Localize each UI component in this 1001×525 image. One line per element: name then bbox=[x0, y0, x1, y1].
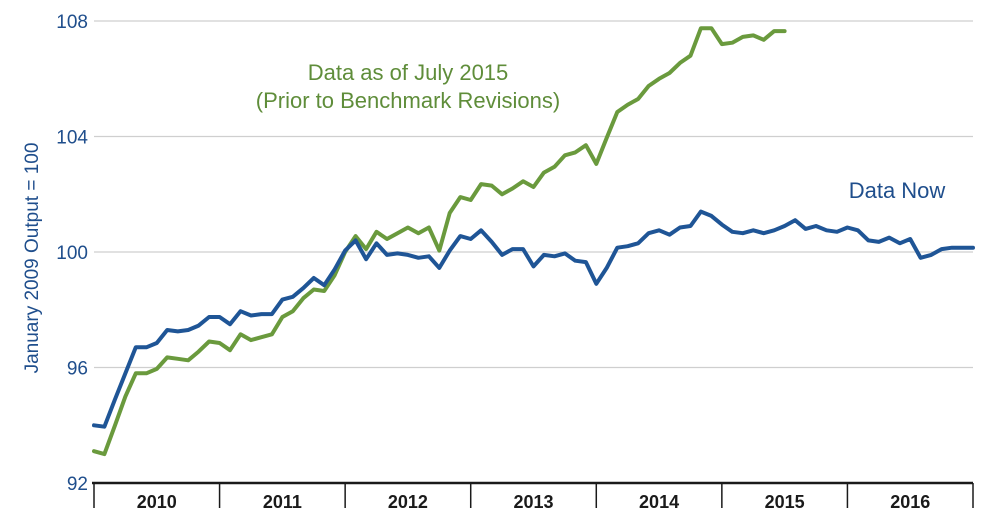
y-tick-label: 96 bbox=[67, 359, 88, 380]
series-lines bbox=[92, 26, 975, 457]
y-axis-tick-labels: 92 96 100 104 108 bbox=[56, 12, 88, 495]
x-tick-label: 2013 bbox=[513, 492, 553, 512]
x-tick-label: 2015 bbox=[765, 492, 805, 512]
y-tick-label: 104 bbox=[56, 128, 88, 149]
x-tick-label: 2016 bbox=[890, 492, 930, 512]
x-tick-label: 2011 bbox=[263, 492, 302, 512]
gridlines bbox=[94, 20, 973, 369]
y-axis-label: January 2009 Output = 100 bbox=[22, 143, 43, 374]
annotation-data-now: Data Now bbox=[849, 178, 946, 203]
annotation-july-2015-line-2: (Prior to Benchmark Revisions) bbox=[256, 88, 560, 113]
x-tick-label: 2010 bbox=[137, 492, 177, 512]
x-axis: 2010 2011 2012 2013 2014 2015 2016 bbox=[92, 481, 974, 512]
y-tick-label: 92 bbox=[67, 474, 88, 495]
series-line-data-now bbox=[92, 209, 975, 429]
x-tick-label: 2012 bbox=[388, 492, 428, 512]
x-tick-label: 2014 bbox=[639, 492, 679, 512]
series-line-july-2015 bbox=[92, 26, 787, 457]
y-tick-label: 100 bbox=[56, 243, 88, 264]
annotation-july-2015-line-1: Data as of July 2015 bbox=[308, 60, 509, 85]
annotations: Data as of July 2015 (Prior to Benchmark … bbox=[256, 60, 946, 203]
y-tick-label: 108 bbox=[56, 12, 88, 33]
